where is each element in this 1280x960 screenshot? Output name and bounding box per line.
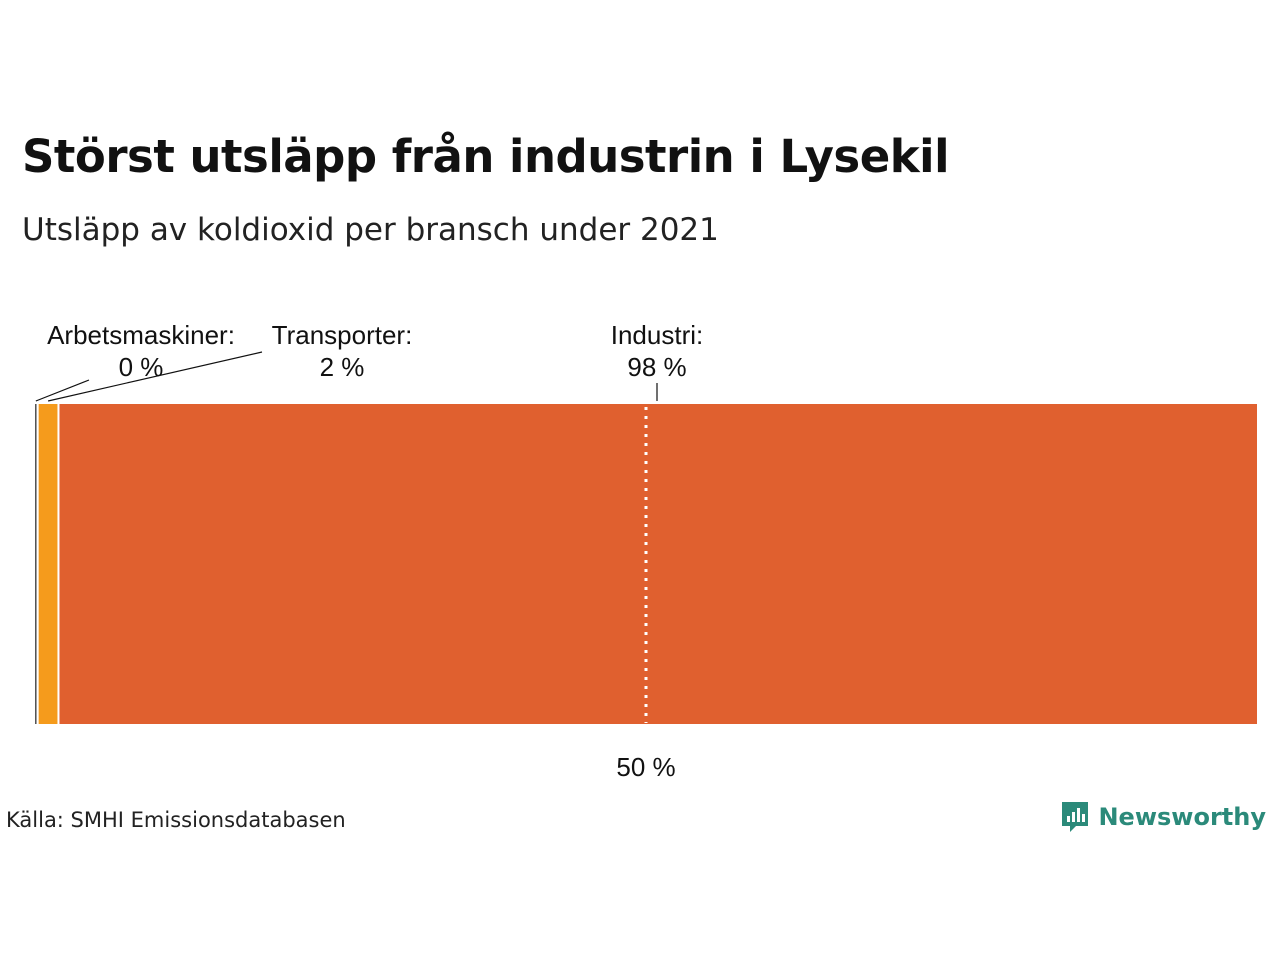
- bar-segment-industri: [57, 402, 1260, 726]
- segment-value-transporter: 2 %: [320, 352, 365, 382]
- segment-value-industri: 98 %: [627, 352, 686, 382]
- leader-line-arbetsmaskiner: [35, 379, 90, 402]
- reference-label: 50 %: [616, 752, 675, 782]
- brand-logo: Newsworthy: [1060, 800, 1266, 834]
- chart-subtitle: Utsläpp av koldioxid per bransch under 2…: [22, 212, 719, 248]
- segment-label-industri: Industri:: [611, 320, 704, 350]
- segment-label-transporter: Transporter:: [272, 320, 413, 350]
- segment-label-arbetsmaskiner: Arbetsmaskiner:: [47, 320, 235, 350]
- bar-segment-transporter: [36, 402, 60, 726]
- segment-value-arbetsmaskiner: 0 %: [119, 352, 164, 382]
- newsworthy-logo-icon: [1062, 802, 1089, 832]
- leader-line-transporter: [47, 351, 263, 402]
- source-note: Källa: SMHI Emissionsdatabasen: [6, 808, 346, 832]
- stacked-bar-chart: 50 % Arbetsmaskiner:0 % Transporter:2 % Ind…: [33, 320, 1260, 782]
- brand-name: Newsworthy: [1098, 803, 1266, 831]
- chart-title: Störst utsläpp från industrin i Lysekil: [22, 130, 950, 183]
